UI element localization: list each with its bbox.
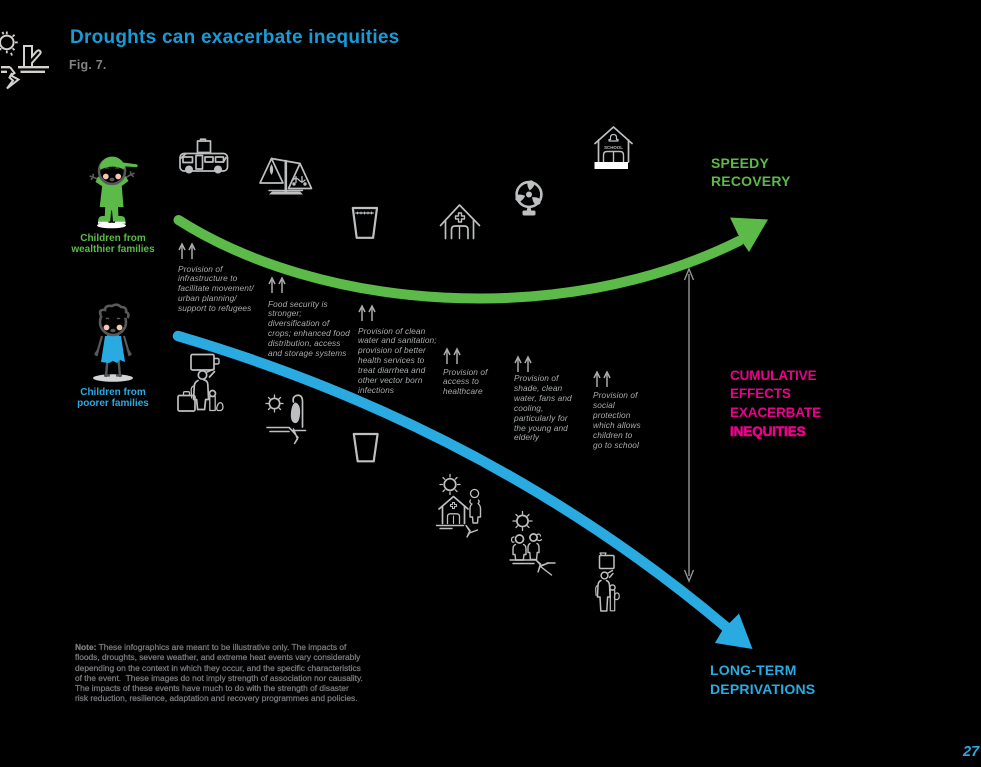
svg-text:SCHOOL: SCHOOL — [604, 145, 623, 150]
